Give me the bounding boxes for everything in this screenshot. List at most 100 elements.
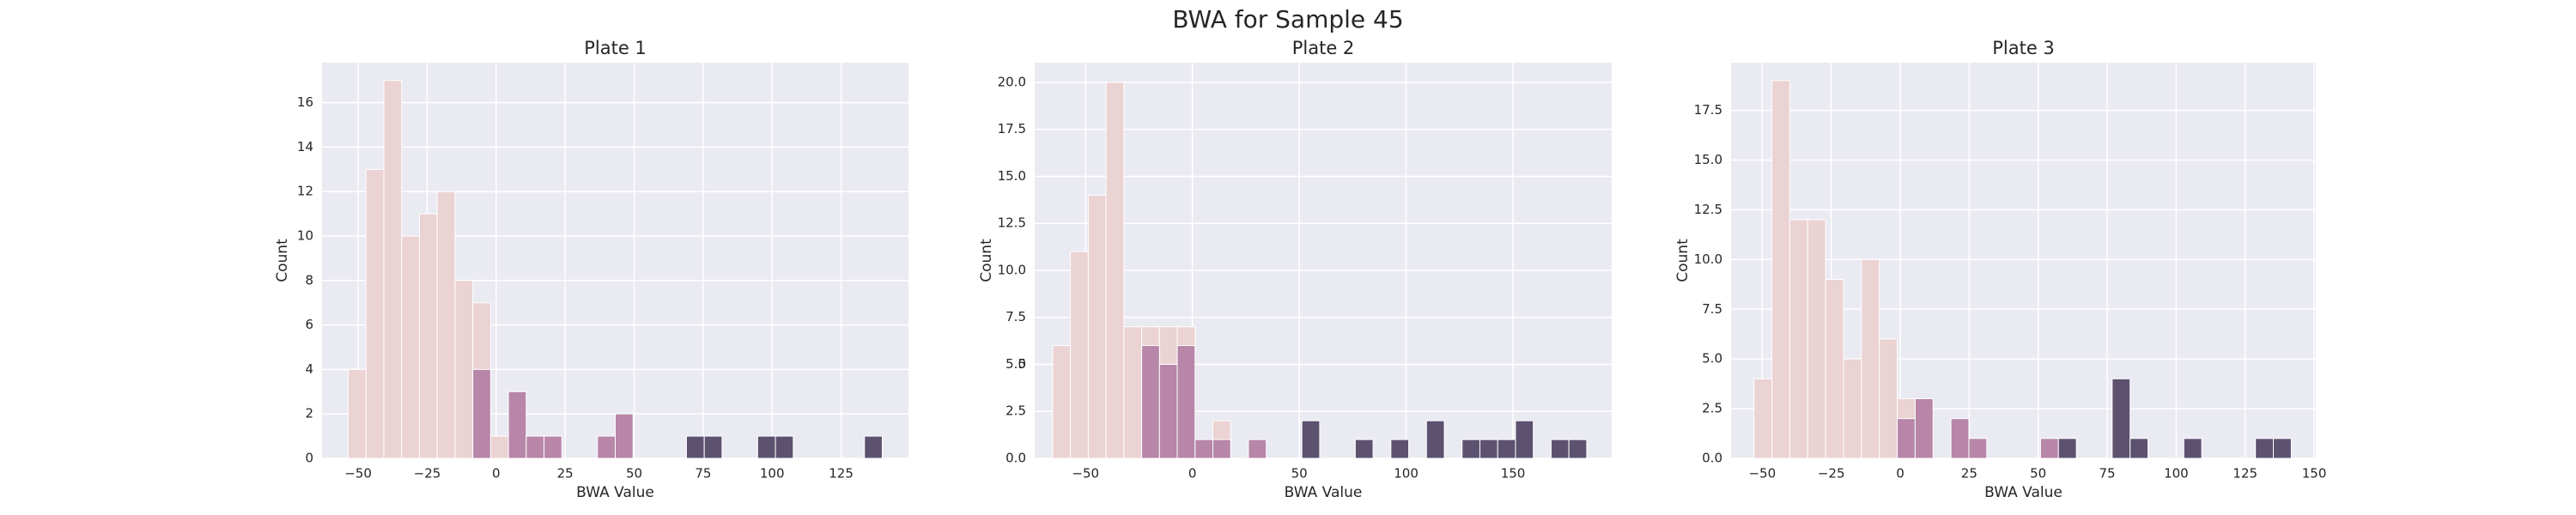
histogram-bar [1568, 439, 1588, 459]
y-tick-label: 0 [305, 451, 313, 466]
y-tick-label: 10.0 [998, 262, 1026, 277]
x-tick-label: 0 [1896, 466, 1905, 482]
x-tick-label: 125 [2233, 466, 2257, 482]
y-tick-label: 10.0 [1694, 251, 1722, 267]
histogram-bar [1771, 80, 1790, 459]
histogram-bar [401, 235, 420, 459]
histogram-bar [1052, 345, 1072, 459]
y-tick-label: 15.0 [1694, 152, 1722, 167]
histogram-bar [1248, 439, 1267, 459]
x-tick-label: 100 [760, 466, 785, 482]
subplot-title: Plate 2 [1292, 38, 1355, 58]
histogram-bar [2183, 438, 2202, 459]
histogram-bar [1914, 398, 1934, 459]
histogram-bar [1425, 420, 1445, 459]
histogram-bar [2255, 438, 2275, 459]
histogram-bar [775, 435, 794, 459]
histogram-bar [1105, 82, 1125, 459]
histogram-bar [1354, 439, 1374, 459]
histogram-bar [526, 435, 545, 459]
x-tick-label: 25 [557, 466, 574, 482]
histogram-bar [2039, 438, 2059, 459]
x-tick-label: 100 [2164, 466, 2189, 482]
y-tick-label: 0.0 [1005, 451, 1026, 466]
histogram-bar [1176, 345, 1196, 459]
y-tick-label: 12.5 [998, 215, 1026, 231]
histogram-bar [685, 435, 705, 459]
histogram-bar [1843, 358, 1862, 459]
y-tick-label: 14 [297, 139, 313, 154]
y-axis-label: Count [1674, 239, 1692, 282]
x-axis-label: BWA Value [1285, 484, 1363, 501]
histogram-bar [1212, 439, 1231, 459]
histogram-bar [1753, 378, 1773, 459]
histogram-bar [472, 368, 491, 459]
histogram-bar [1879, 338, 1899, 459]
x-tick-label: 50 [626, 466, 642, 482]
histogram-bar [1461, 439, 1480, 459]
x-axis-label: BWA Value [1984, 484, 2063, 501]
y-tick-label: 8 [305, 272, 313, 288]
histogram-bar [436, 191, 456, 459]
histogram-bar [864, 435, 883, 459]
x-tick-label: 75 [2099, 466, 2115, 482]
x-tick-label: 0 [1188, 466, 1197, 482]
histogram-bar [489, 435, 509, 459]
histogram-bar [1950, 418, 1970, 459]
histogram-bar [1515, 420, 1534, 459]
y-tick-label: 17.5 [1694, 102, 1722, 118]
histogram-bar [1550, 439, 1570, 459]
y-tick-label: 5.0 [1005, 356, 1026, 372]
y-tick-label: 2 [305, 406, 313, 421]
histogram-bar [1123, 326, 1143, 459]
y-tick-label: 7.5 [1702, 301, 1722, 317]
y-tick-label: 10 [297, 228, 313, 244]
x-tick-label: −25 [414, 466, 441, 482]
subplot-title: Plate 3 [1992, 38, 2055, 58]
y-axis-label: Count [274, 239, 291, 282]
y-tick-label: 2.5 [1702, 401, 1722, 416]
histogram-bar [1158, 363, 1178, 459]
y-tick-label: 5 [1018, 356, 1026, 372]
histogram-bar [1141, 345, 1160, 459]
histogram-bar [1479, 439, 1498, 459]
histogram-bar [418, 213, 438, 459]
x-tick-label: 50 [2030, 466, 2046, 482]
x-tick-label: 125 [829, 466, 854, 482]
x-axis-label: BWA Value [576, 484, 654, 501]
histogram-bar [2111, 378, 2131, 459]
x-tick-label: −25 [1818, 466, 1845, 482]
y-tick-label: 2.5 [1005, 403, 1026, 419]
histogram-bar [1497, 439, 1516, 459]
histogram-bar [365, 168, 385, 459]
y-tick-label: 16 [297, 94, 313, 110]
histogram-bar [348, 368, 367, 459]
histogram-bar [756, 435, 776, 459]
y-tick-label: 12.5 [1694, 202, 1722, 217]
x-tick-label: −50 [1748, 466, 1776, 482]
y-tick-label: 15.0 [998, 168, 1026, 184]
y-tick-label: 4 [305, 361, 313, 377]
histogram-bar [1861, 258, 1880, 459]
x-tick-label: −50 [1072, 466, 1099, 482]
figure-title: BWA for Sample 45 [1172, 5, 1403, 33]
histogram-bar [454, 280, 474, 459]
x-tick-label: 0 [492, 466, 501, 482]
histogram-bar [597, 435, 616, 459]
histogram-bar [1968, 438, 1988, 459]
histogram-bar [1087, 194, 1107, 459]
histogram-bar [1390, 439, 1410, 459]
histogram-bar [1825, 279, 1844, 459]
histogram-bar [1789, 219, 1808, 459]
y-tick-label: 12 [297, 184, 313, 199]
y-tick-label: 0.0 [1702, 451, 1722, 466]
x-tick-label: 50 [1291, 466, 1308, 482]
x-tick-label: 150 [1501, 466, 1526, 482]
histogram-bar [2057, 438, 2077, 459]
histogram-bar [544, 435, 562, 459]
x-tick-label: −50 [344, 466, 372, 482]
y-tick-label: 20.0 [998, 74, 1026, 89]
x-tick-label: 150 [2302, 466, 2327, 482]
y-axis-label: Count [978, 239, 995, 282]
